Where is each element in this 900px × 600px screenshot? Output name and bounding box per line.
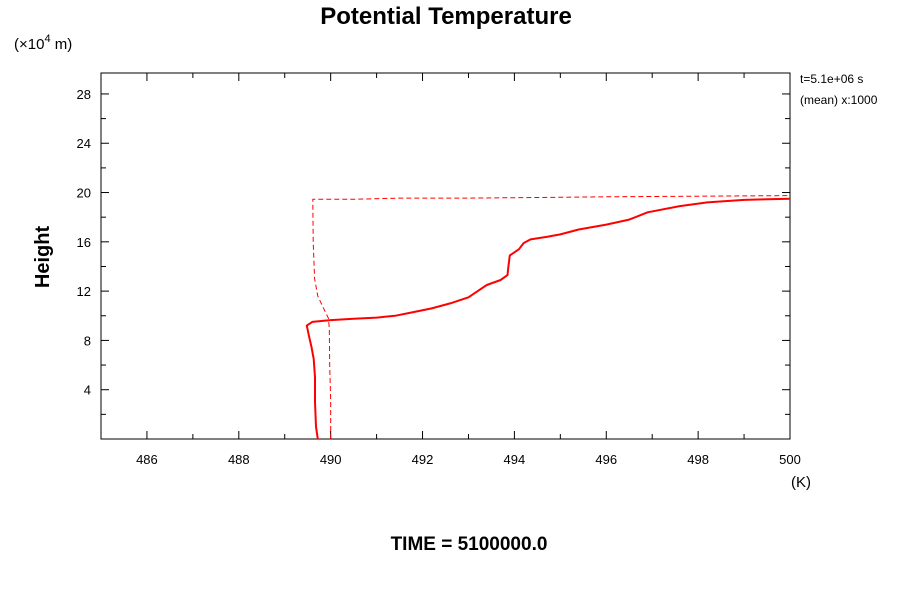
x-tick-label: 490 (320, 452, 342, 467)
chart-title: Potential Temperature (320, 3, 572, 30)
annotation-time: t=5.1e+06 s (800, 72, 863, 86)
footer-time: TIME = 5100000.0 (391, 534, 548, 555)
x-tick-label: 496 (595, 452, 617, 467)
x-tick-label: 498 (687, 452, 709, 467)
x-tick-label: 500 (779, 452, 801, 467)
solid-series-line (305, 197, 791, 440)
y-scale-label: (×104 m) (14, 33, 72, 53)
x-tick-label: 492 (412, 452, 434, 467)
y-axis-ticks: 4 8 12 16 20 24 28 (77, 87, 790, 415)
x-tick-label: 486 (136, 452, 158, 467)
x-axis-ticks: 486 488 490 492 494 496 498 500 (136, 73, 801, 467)
y-scale-prefix: (×10 (14, 36, 44, 53)
y-tick-label: 24 (77, 136, 91, 151)
y-tick-label: 16 (77, 235, 91, 250)
plot-frame (100, 72, 791, 440)
y-scale-exponent: 4 (44, 33, 50, 45)
x-tick-label: 488 (228, 452, 250, 467)
annotation-mean: (mean) x:1000 (800, 93, 878, 107)
y-axis-label: Height (32, 226, 54, 289)
y-tick-label: 12 (77, 284, 91, 299)
y-tick-label: 28 (77, 87, 91, 102)
data-series (305, 195, 791, 440)
x-unit-label: (K) (791, 474, 811, 491)
x-tick-label: 494 (504, 452, 526, 467)
y-tick-label: 20 (77, 186, 91, 201)
dashed-series-line (312, 195, 791, 439)
y-tick-label: 4 (84, 383, 91, 398)
y-scale-suffix: m) (51, 36, 73, 53)
y-tick-label: 8 (84, 333, 91, 348)
